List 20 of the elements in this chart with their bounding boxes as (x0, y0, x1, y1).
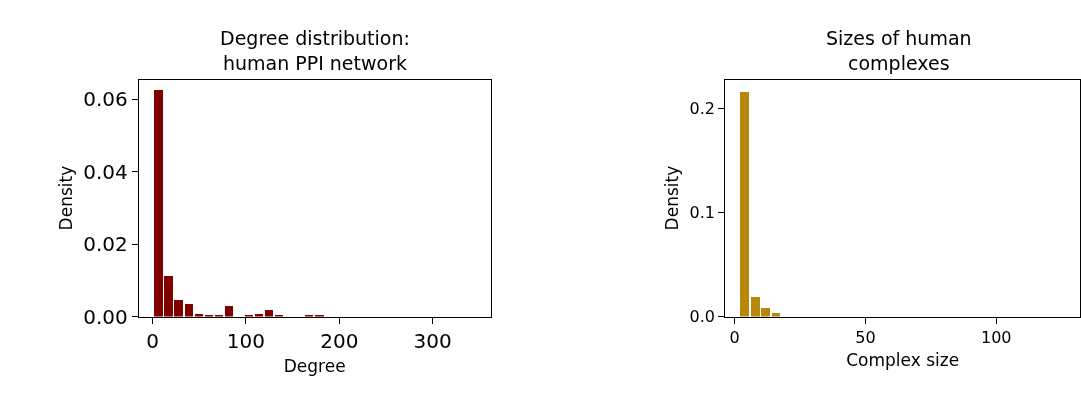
y-axis-title: Density (55, 165, 76, 231)
y-tick-label: 0.0 (689, 307, 715, 327)
x-axis-title: Degree (283, 356, 346, 377)
x-axis-title: Complex size (846, 350, 960, 371)
x-tick-label: 300 (413, 328, 452, 353)
x-tick-label: 100 (226, 328, 266, 353)
y-axis-title: Density (662, 165, 683, 231)
y-tick-label: 0.2 (689, 99, 715, 119)
x-tick-label: 100 (980, 327, 1012, 347)
y-tick-label: 0.1 (689, 203, 715, 223)
x-tick-label: 0 (146, 328, 159, 353)
y-tick-label: 0.06 (83, 87, 128, 112)
x-tick-label: 0 (729, 327, 740, 347)
y-tick-label: 0.02 (83, 232, 128, 257)
y-tick-label: 0.00 (83, 304, 128, 329)
chart-title: Degree distribution: human PPI network (220, 27, 410, 74)
x-tick-label: 200 (320, 328, 359, 353)
chart-title: Sizes of human complexes (826, 27, 972, 74)
y-tick-label: 0.04 (83, 159, 128, 184)
x-tick-label: 50 (855, 327, 876, 347)
